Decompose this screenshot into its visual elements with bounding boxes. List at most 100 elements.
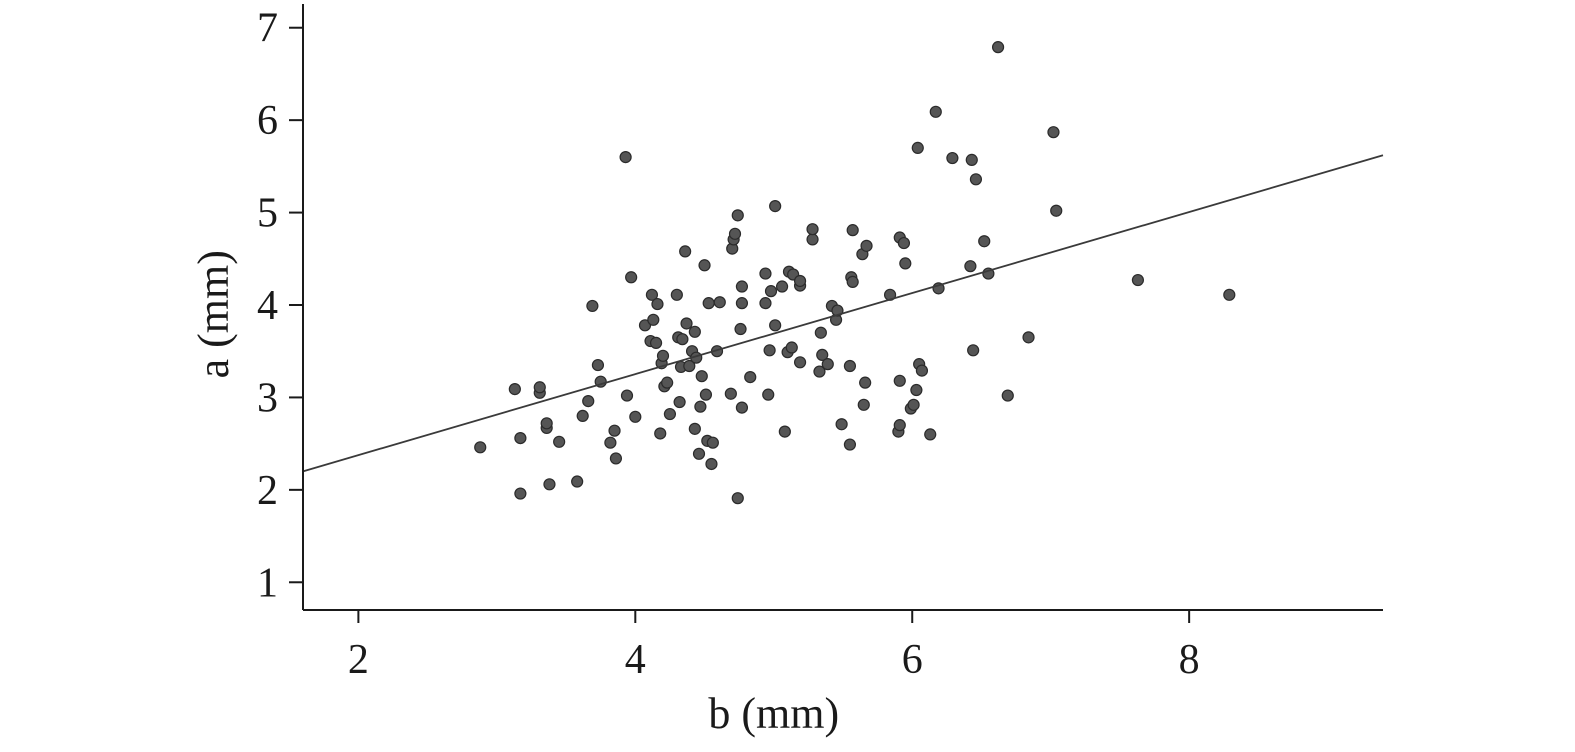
data-point-113: [910, 383, 923, 397]
data-point-133: [1223, 288, 1236, 301]
data-point-37: [673, 395, 686, 409]
x-axis-label: b (mm): [708, 689, 839, 738]
data-point-116: [915, 364, 929, 377]
data-point-77: [778, 425, 791, 438]
data-point-31: [656, 349, 670, 362]
x-tick-label: 6: [902, 637, 923, 683]
data-point-41: [680, 317, 693, 330]
x-tick-label: 2: [348, 637, 369, 683]
data-point-80: [785, 341, 798, 354]
data-point-95: [843, 438, 857, 451]
data-point-47: [692, 447, 706, 460]
data-point-63: [731, 209, 744, 222]
data-point-22: [629, 410, 642, 423]
data-point-0: [474, 441, 487, 454]
data-point-87: [813, 365, 826, 378]
data-point-27: [649, 336, 663, 349]
data-point-102: [859, 376, 872, 389]
data-point-132: [1131, 273, 1145, 287]
data-point-7: [540, 417, 553, 430]
data-point-19: [619, 151, 632, 164]
y-tick-label: 7: [257, 6, 278, 52]
data-point-94: [835, 418, 848, 431]
data-point-18: [609, 452, 623, 465]
data-point-72: [763, 344, 776, 357]
data-point-50: [698, 259, 711, 272]
x-tick-label: 4: [625, 637, 646, 683]
data-point-25: [645, 288, 659, 301]
y-tick-label: 1: [257, 560, 278, 606]
data-point-49: [695, 370, 708, 383]
data-point-76: [775, 280, 789, 293]
data-point-58: [724, 387, 737, 400]
data-point-71: [762, 388, 775, 401]
data-point-131: [1050, 204, 1063, 217]
data-point-17: [608, 424, 621, 437]
data-point-48: [694, 400, 707, 413]
data-point-35: [670, 288, 683, 301]
data-point-20: [620, 389, 634, 402]
data-point-21: [625, 271, 638, 284]
data-point-23: [638, 319, 652, 332]
data-point-57: [713, 296, 726, 309]
data-point-127: [991, 41, 1005, 54]
data-point-74: [769, 319, 782, 332]
data-point-118: [929, 105, 942, 118]
data-point-106: [893, 419, 906, 432]
data-point-42: [683, 359, 696, 373]
x-tick-label: 8: [1179, 637, 1200, 683]
data-point-16: [604, 436, 617, 449]
data-point-82: [793, 356, 807, 369]
data-point-85: [806, 233, 819, 246]
data-point-110: [899, 257, 912, 270]
data-point-62: [731, 492, 744, 505]
data-point-90: [821, 358, 834, 371]
data-point-99: [846, 275, 859, 288]
data-point-13: [586, 299, 599, 313]
data-point-28: [651, 297, 664, 311]
data-point-1: [508, 383, 521, 396]
data-point-34: [663, 407, 677, 421]
data-point-3: [514, 487, 527, 500]
data-point-68: [744, 370, 757, 384]
x-axis-ticks: 2 4 6 8: [348, 610, 1200, 683]
data-point-75: [769, 200, 782, 213]
y-tick-label: 3: [257, 375, 278, 421]
data-point-40: [679, 245, 692, 258]
data-point-120: [946, 151, 959, 165]
data-point-130: [1047, 126, 1060, 139]
data-point-70: [759, 267, 772, 280]
data-points: [474, 41, 1236, 505]
data-point-117: [924, 428, 937, 441]
data-point-5: [533, 381, 546, 394]
data-point-2: [514, 431, 527, 445]
data-point-14: [591, 358, 605, 372]
data-point-39: [676, 333, 689, 346]
y-tick-label: 2: [257, 468, 278, 514]
y-tick-label: 6: [257, 98, 278, 144]
data-point-8: [543, 478, 556, 491]
data-point-84: [793, 274, 807, 288]
data-point-29: [654, 427, 667, 440]
data-point-103: [860, 239, 873, 252]
data-point-122: [965, 153, 978, 166]
data-point-125: [978, 235, 991, 248]
data-point-33: [661, 376, 674, 389]
y-axis-ticks: 1 2 3 4 5 6 7: [257, 6, 303, 606]
data-point-88: [814, 326, 827, 339]
data-point-98: [846, 224, 859, 237]
data-point-26: [647, 313, 660, 326]
data-point-123: [967, 344, 980, 357]
data-point-12: [582, 395, 595, 408]
data-point-112: [907, 398, 920, 411]
data-point-89: [816, 348, 829, 362]
data-point-128: [1001, 389, 1014, 402]
data-point-51: [699, 388, 713, 401]
data-point-114: [911, 141, 924, 154]
data-point-101: [857, 398, 870, 411]
y-axis-label: a (mm): [189, 250, 238, 378]
data-point-54: [705, 457, 718, 471]
y-tick-label: 4: [257, 283, 278, 329]
data-point-11: [576, 409, 589, 423]
